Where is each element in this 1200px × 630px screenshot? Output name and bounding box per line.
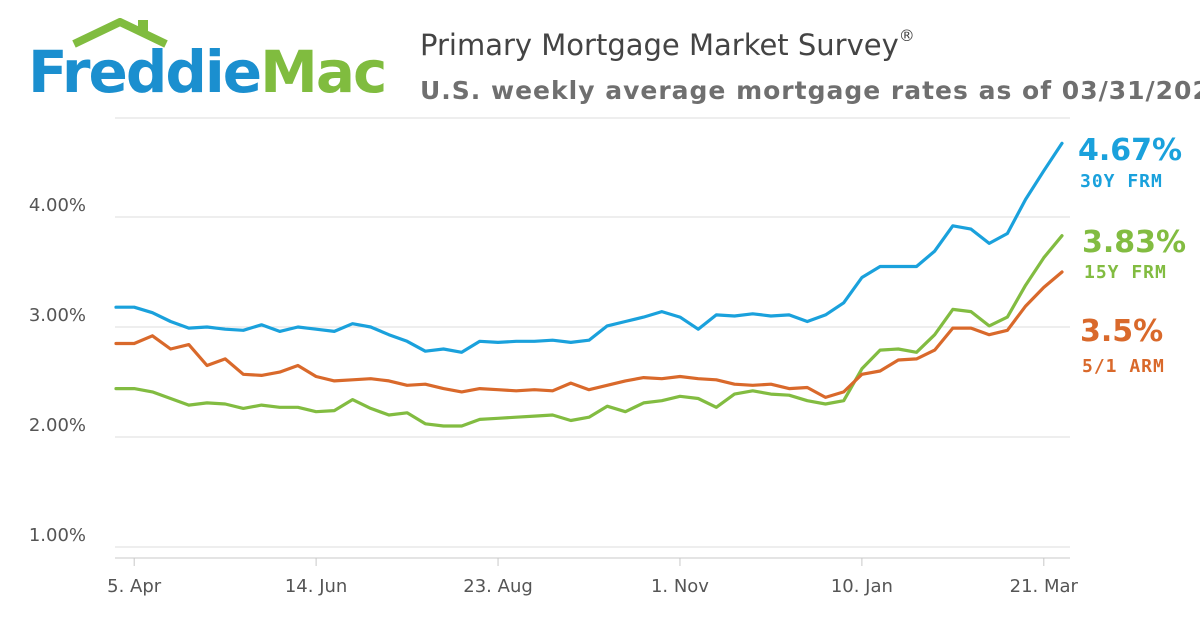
x-axis: 5. Apr 14. Jun 23. Aug 1. Nov 10. Jan 21. Mar	[107, 557, 1079, 597]
y-tick-label: 2.00%	[29, 415, 86, 436]
end-value-5-1-arm: 3.5%	[1080, 314, 1163, 349]
logo-word-mac: Mac	[260, 38, 387, 106]
chart-subtitle: U.S. weekly average mortgage rates as of…	[420, 76, 1200, 105]
series-end-labels: 4.67% 30Y FRM 3.83%15Y FRM 3.5% 5/1 ARM	[1078, 133, 1186, 377]
end-name-15y-frm: 15Y FRM	[1084, 262, 1167, 283]
series-line-15y-frm	[114, 234, 1064, 428]
x-tick-label: 5. Apr	[107, 576, 162, 597]
freddie-mac-logo: FreddieMac	[28, 18, 387, 104]
gridlines	[115, 117, 1070, 548]
x-tick-label: 10. Jan	[831, 576, 893, 597]
y-tick-label: 3.00%	[29, 305, 86, 326]
x-tick-label: 23. Aug	[463, 576, 533, 597]
logo-word-freddie: Freddie	[28, 38, 262, 106]
x-tick-label: 21. Mar	[1010, 576, 1079, 597]
end-value-15y-frm: 3.83%	[1082, 225, 1186, 260]
registered-mark: ®	[898, 26, 915, 45]
series-line-30y-frm	[114, 141, 1064, 354]
chart-title-text: Primary Mortgage Market Survey	[420, 28, 899, 62]
house-roof-icon	[72, 18, 168, 48]
end-name-5-1-arm: 5/1 ARM	[1082, 356, 1165, 377]
y-tick-label: 4.00%	[29, 195, 86, 216]
y-axis-ticks: 1.00% 2.00% 3.00% 4.00%	[29, 195, 86, 546]
x-tick-label: 1. Nov	[651, 576, 709, 597]
end-name-30y-frm: 30Y FRM	[1080, 171, 1163, 192]
chart-title: Primary Mortgage Market Survey®	[420, 26, 915, 62]
x-tick-label: 14. Jun	[285, 576, 347, 597]
series-line-5-1-arm	[114, 270, 1064, 399]
series-lines	[114, 141, 1064, 428]
end-value-30y-frm: 4.67%	[1078, 133, 1182, 168]
y-tick-label: 1.00%	[29, 525, 86, 546]
logo-wordmark: FreddieMac	[28, 38, 387, 106]
